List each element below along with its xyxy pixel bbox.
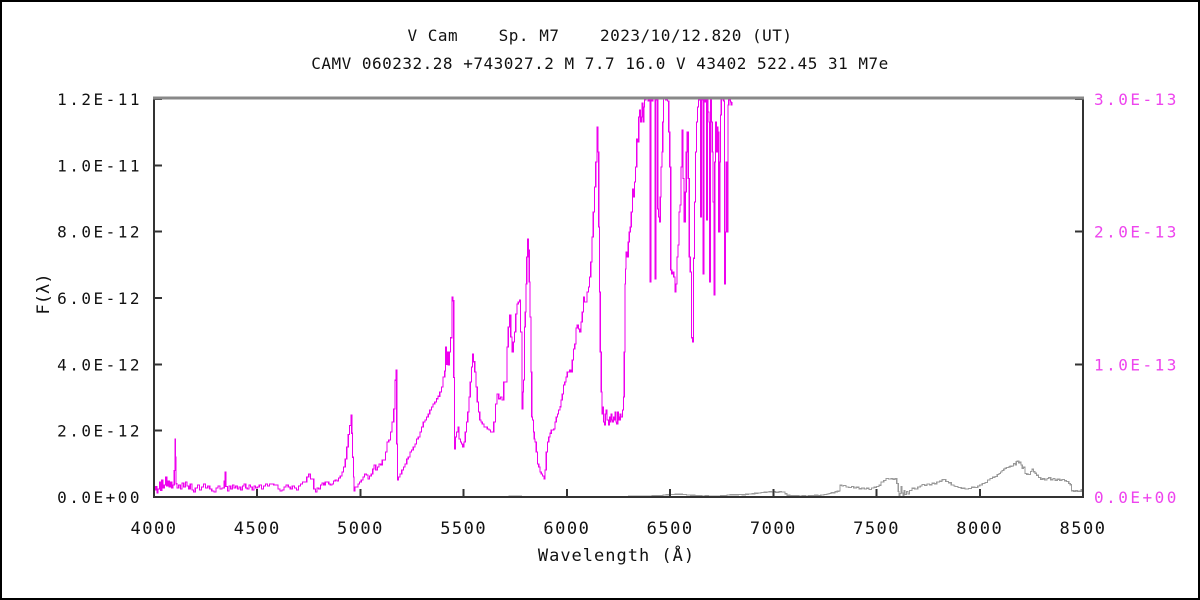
left-tick-label: 4.0E-12 bbox=[57, 355, 142, 374]
plot-frame bbox=[153, 99, 1084, 498]
right-tick-label: 1.0E-13 bbox=[1094, 355, 1179, 374]
x-tick-label: 4500 bbox=[234, 519, 281, 539]
right-tick-label: 3.0E-13 bbox=[1094, 90, 1179, 109]
x-tick-label: 7000 bbox=[750, 519, 797, 539]
x-axis-label: Wavelength (Å) bbox=[537, 546, 696, 566]
left-tick-label: 0.0E+00 bbox=[57, 488, 142, 507]
x-tick-label: 7500 bbox=[853, 519, 900, 539]
plot-subtitle: CAMV 060232.28 +743027.2 M 7.7 16.0 V 43… bbox=[311, 54, 889, 73]
gray-spectrum-left-scale bbox=[154, 460, 1083, 498]
right-tick-label: 0.0E+00 bbox=[1094, 488, 1179, 507]
magenta-spectrum-right-scale bbox=[154, 98, 733, 494]
left-tick-label: 8.0E-12 bbox=[57, 223, 142, 242]
left-tick-label: 1.2E-11 bbox=[57, 90, 142, 109]
left-tick-label: 1.0E-11 bbox=[57, 156, 142, 175]
right-tick-label: 2.0E-13 bbox=[1094, 223, 1179, 242]
x-tick-label: 8000 bbox=[956, 519, 1003, 539]
x-tick-label: 8500 bbox=[1060, 519, 1107, 539]
x-tick-label: 6500 bbox=[647, 519, 694, 539]
x-tick-label: 5000 bbox=[337, 519, 384, 539]
x-tick-label: 4000 bbox=[131, 519, 178, 539]
x-tick-label: 5500 bbox=[440, 519, 487, 539]
left-tick-label: 2.0E-12 bbox=[57, 422, 142, 441]
plot-title: V Cam Sp. M7 2023/10/12.820 (UT) bbox=[407, 26, 793, 45]
left-tick-label: 6.0E-12 bbox=[57, 289, 142, 308]
x-tick-label: 6000 bbox=[543, 519, 590, 539]
